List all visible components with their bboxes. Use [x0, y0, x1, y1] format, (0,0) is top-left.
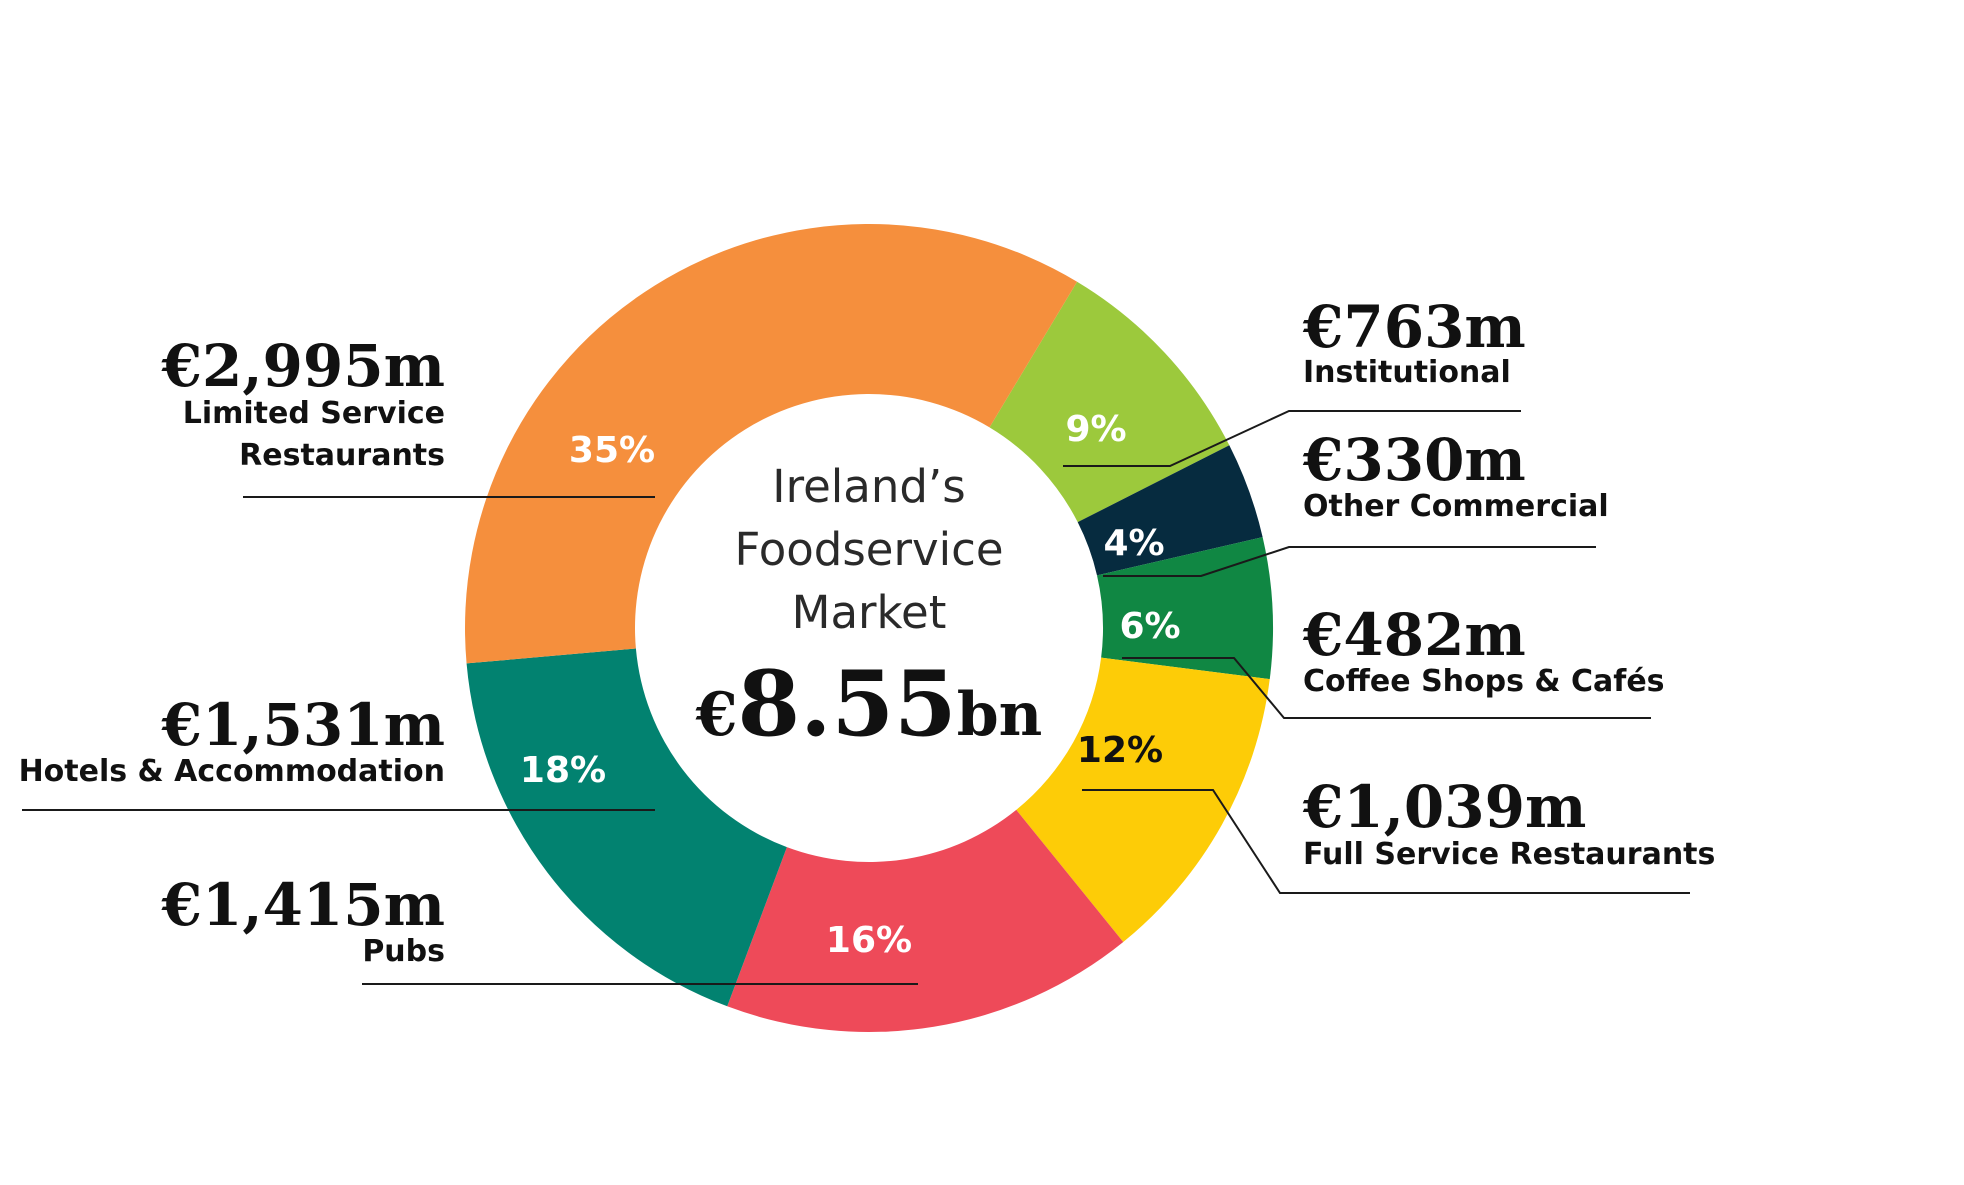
percent-label-limited-service: 35%: [569, 430, 655, 471]
category-label-limited-service-line-2: Restaurants: [239, 438, 445, 473]
value-label-hotels: €1,531m: [161, 691, 445, 759]
value-label-limited-service: €2,995m: [161, 332, 445, 400]
center-total-number: 8.55: [737, 651, 956, 757]
value-label-other-commercial: €330m: [1302, 426, 1526, 494]
category-label-institutional: Institutional: [1303, 355, 1511, 390]
value-label-institutional: €763m: [1302, 293, 1526, 361]
percent-label-other-commercial: 4%: [1103, 523, 1164, 564]
slice-other-commercial: [1077, 445, 1263, 576]
center-title-line-3: Market: [792, 586, 947, 639]
leader-lines: [22, 410, 1690, 985]
category-label-coffee-shops: Coffee Shops & Cafés: [1303, 664, 1665, 699]
percent-labels: 9% 4% 6% 12% 16% 18% 35%: [520, 409, 1181, 961]
percent-label-full-service: 12%: [1077, 730, 1163, 771]
slice-limited-service: [465, 223, 1078, 664]
leader-line-other-commercial: [1103, 546, 1596, 577]
center-total-prefix: €: [695, 680, 738, 750]
center-total-unit: bn: [957, 680, 1043, 750]
percent-label-hotels: 18%: [520, 750, 606, 791]
leader-line-institutional: [1063, 410, 1521, 467]
slice-institutional: [989, 281, 1230, 523]
leader-line-full-service: [1082, 789, 1690, 894]
percent-label-institutional: 9%: [1065, 409, 1126, 450]
category-label-limited-service-line-1: Limited Service: [183, 396, 445, 431]
center-title-line-1: Ireland’s: [772, 460, 965, 513]
value-label-pubs: €1,415m: [161, 871, 445, 939]
center-title-line-2: Foodservice: [734, 523, 1003, 576]
center-label: Ireland’s Foodservice Market €8.55bn: [695, 460, 1043, 757]
slice-hotels: [466, 648, 787, 1007]
percent-label-coffee-shops: 6%: [1119, 606, 1180, 647]
value-label-full-service: €1,039m: [1302, 773, 1586, 841]
category-label-pubs: Pubs: [362, 934, 445, 969]
category-label-other-commercial: Other Commercial: [1303, 489, 1609, 524]
category-label-full-service: Full Service Restaurants: [1303, 837, 1715, 872]
category-label-hotels: Hotels & Accommodation: [19, 754, 445, 789]
leader-line-coffee-shops: [1122, 657, 1651, 719]
value-label-coffee-shops: €482m: [1302, 601, 1526, 669]
slice-pubs: [727, 809, 1124, 1032]
percent-label-pubs: 16%: [826, 920, 912, 961]
donut-slices: [465, 223, 1274, 1032]
slice-coffee-shops: [1097, 537, 1274, 680]
slice-full-service: [1016, 657, 1270, 942]
center-total: €8.55bn: [695, 651, 1043, 757]
